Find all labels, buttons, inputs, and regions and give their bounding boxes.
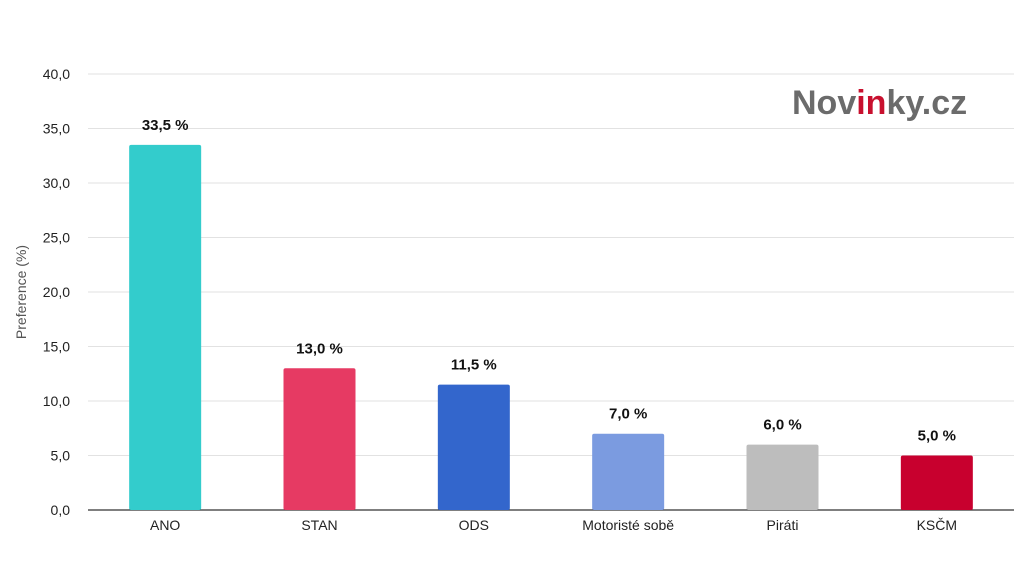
y-tick-label: 30,0 xyxy=(43,175,70,191)
category-label: ANO xyxy=(150,517,180,533)
category-label: Piráti xyxy=(767,517,799,533)
data-label: 33,5 % xyxy=(142,117,189,134)
y-tick-label: 10,0 xyxy=(43,393,70,409)
data-labels: 33,5 % 13,0 % 11,5 % 7,0 % 6,0 % 5,0 % xyxy=(142,117,956,445)
bar-motoristé-sobě xyxy=(592,433,665,510)
data-label: 13,0 % xyxy=(296,340,343,357)
y-tick-label: 35,0 xyxy=(43,121,70,137)
category-label: STAN xyxy=(301,517,337,533)
data-label: 5,0 % xyxy=(918,428,956,445)
y-tick-label: 20,0 xyxy=(43,284,70,300)
logo-part-3: ky.cz xyxy=(886,84,967,122)
y-tick-label: 0,0 xyxy=(51,502,71,518)
category-label: ODS xyxy=(459,517,489,533)
data-label: 11,5 % xyxy=(451,357,497,374)
y-tick-label: 5,0 xyxy=(51,448,71,464)
logo-part-1: Nov xyxy=(792,84,856,122)
grid-lines xyxy=(88,73,1014,456)
y-tick-label: 40,0 xyxy=(43,66,70,82)
category-labels: ANO STAN ODS Motoristé sobě Piráti KSČM xyxy=(150,517,957,533)
bar-ksčm xyxy=(900,455,973,510)
bars xyxy=(129,144,973,510)
y-tick-label: 15,0 xyxy=(43,339,70,355)
bar-ano xyxy=(129,144,202,510)
y-tick-label: 25,0 xyxy=(43,230,70,246)
category-label: KSČM xyxy=(917,517,957,533)
logo-part-2: in xyxy=(856,84,886,122)
data-label: 6,0 % xyxy=(763,417,801,434)
bar-ods xyxy=(437,384,510,510)
data-label: 7,0 % xyxy=(609,406,647,423)
bar-stan xyxy=(283,368,356,510)
y-axis-label: Preference (%) xyxy=(13,245,29,339)
bar-piráti xyxy=(746,444,819,510)
novinky-logo: Novinky.cz xyxy=(792,84,967,122)
category-label: Motoristé sobě xyxy=(582,517,674,533)
y-axis-ticks: 0,0 5,0 10,0 15,0 20,0 25,0 30,0 35,0 40,0 xyxy=(43,66,70,518)
